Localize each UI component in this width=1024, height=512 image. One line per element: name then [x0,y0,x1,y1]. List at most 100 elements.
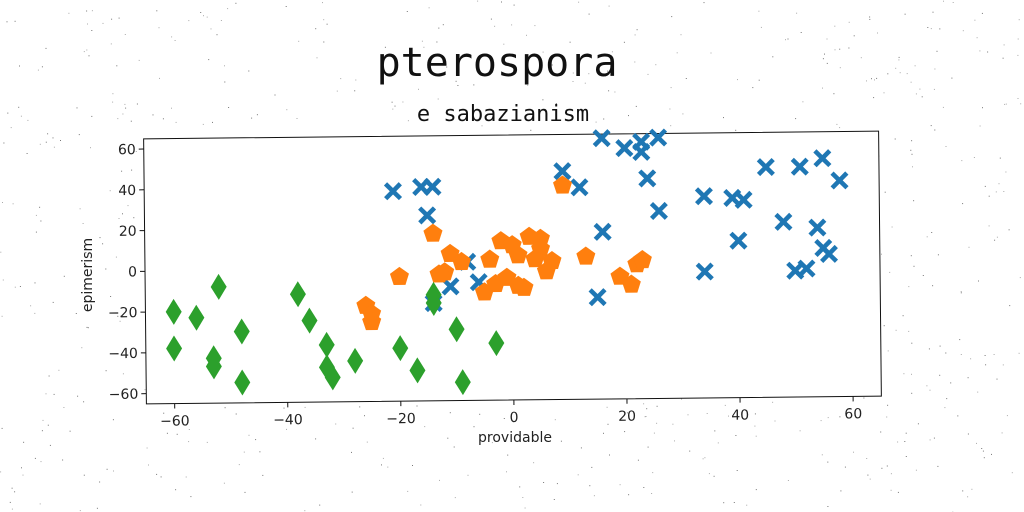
pentagon-marker-point [632,250,652,269]
speckle-dot [144,389,146,391]
speckle-dot [898,56,900,58]
x-marker-point [797,259,816,278]
speckle-dot [623,41,625,43]
speckle-dot [340,78,342,80]
speckle-dot [962,30,964,32]
speckle-dot [438,27,440,29]
speckle-dot [944,407,946,409]
speckle-dot [34,282,36,284]
speckle-dot [572,81,574,82]
speckle-dot [78,134,80,136]
x-marker-point [756,157,775,177]
diamond-marker-point [205,353,222,380]
speckle-dot [723,117,724,119]
x-tick-label: 20 [618,409,636,425]
speckle-dot [41,430,43,432]
speckle-dot [492,116,494,118]
speckle-dot [87,23,88,25]
speckle-dot [968,246,970,248]
speckle-dot [933,437,935,439]
speckle-dot [608,5,610,7]
speckle-dot [922,275,924,276]
diamond-marker-point [289,281,306,308]
speckle-dot [884,191,886,193]
speckle-dot [717,442,719,444]
speckle-dot [79,208,81,210]
speckle-dot [14,20,16,22]
speckle-dot [821,454,823,456]
speckle-dot [890,473,892,475]
speckle-dot [26,153,28,154]
speckle-dot [437,98,439,100]
speckle-dot [47,133,49,135]
speckle-dot [606,406,608,408]
speckle-dot [706,413,708,414]
speckle-dot [1004,103,1006,105]
speckle-dot [836,123,838,125]
speckle-dot [934,129,936,131]
speckle-dot [494,25,496,27]
speckle-dot [913,200,915,202]
speckle-dot [203,15,204,17]
speckle-dot [595,121,597,123]
speckle-dot [501,1,502,3]
speckle-dot [112,101,114,103]
speckle-dot [0,471,2,473]
speckle-dot [826,62,828,64]
x-marker-point [423,177,442,196]
speckle-dot [628,494,630,496]
speckle-dot [412,465,413,466]
diamond-marker-point [233,318,250,345]
speckle-dot [728,415,729,417]
speckle-dot [945,146,947,147]
speckle-dot [359,406,361,408]
speckle-dot [635,105,637,107]
speckle-dot [124,103,126,105]
speckle-dot [911,373,912,375]
speckle-dot [400,421,402,422]
speckle-dot [608,90,610,92]
speckle-dot [75,313,77,314]
speckle-dot [985,364,987,366]
speckle-dot [908,330,910,332]
y-tick-label: −60 [109,387,139,403]
speckle-dot [68,12,70,14]
speckle-dot [387,466,389,468]
x-marker-point [418,206,437,225]
speckle-dot [1003,44,1005,46]
speckle-dot [853,35,855,37]
speckle-dot [928,348,930,350]
speckle-dot [704,457,706,459]
speckle-dot [894,138,896,140]
speckle-dot [929,389,931,391]
speckle-dot [117,315,119,317]
speckle-dot [1001,432,1003,434]
speckle-dot [53,146,55,148]
speckle-dot [676,52,678,54]
y-tick-label: −20 [108,305,138,321]
speckle-dot [932,11,934,13]
speckle-dot [911,140,913,142]
speckle-dot [449,412,451,414]
speckle-dot [974,19,976,21]
y-axis-label: epimerism [80,238,96,312]
speckle-dot [824,53,825,55]
x-marker-point [695,262,714,281]
speckle-dot [47,424,49,426]
speckle-dot [304,510,306,512]
speckle-dot [553,499,555,500]
diamond-marker-point [347,347,364,374]
speckle-dot [39,206,41,208]
speckle-dot [758,10,760,12]
speckle-dot [156,10,158,12]
speckle-dot [424,426,426,428]
x-marker-point [729,231,748,250]
speckle-dot [512,421,514,423]
speckle-dot [874,79,875,81]
speckle-dot [653,432,655,434]
x-marker-point [813,149,832,168]
speckle-dot [148,464,149,466]
speckle-dot [787,480,789,481]
speckle-dot [285,6,287,7]
